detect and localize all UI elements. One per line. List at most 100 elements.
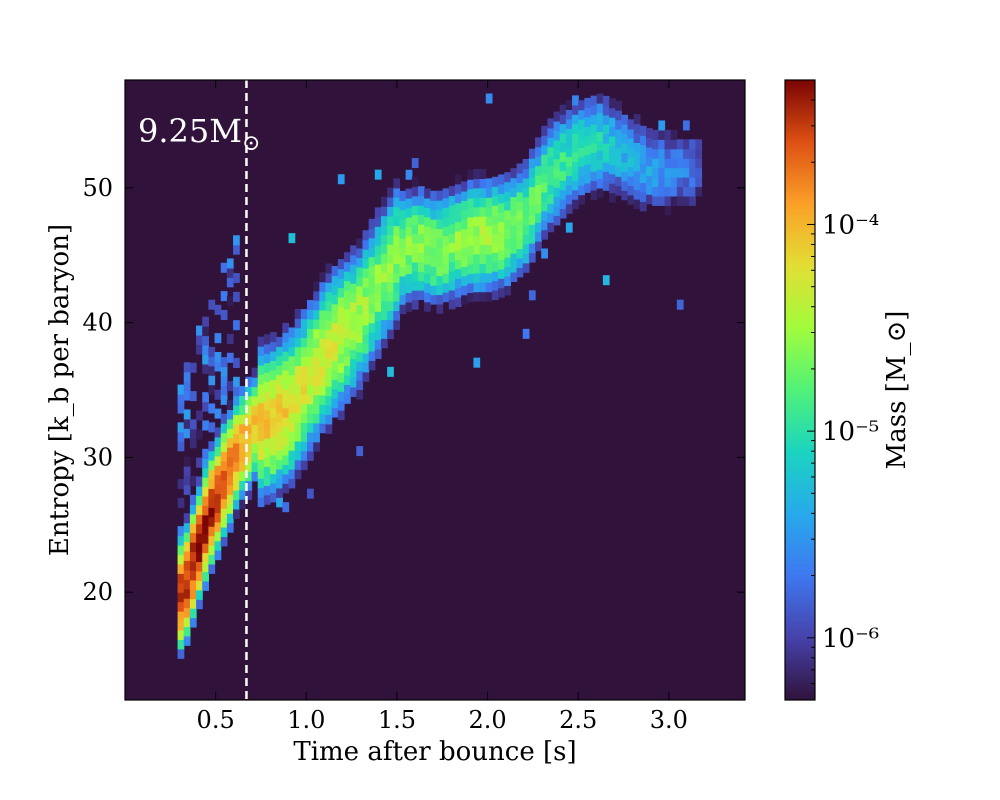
heatmap-cell [288, 459, 296, 470]
heatmap-cell [183, 598, 191, 609]
heatmap-cell [214, 361, 222, 372]
heatmap-cell [196, 514, 203, 525]
heatmap-cell [233, 414, 240, 425]
heatmap-cell [233, 291, 240, 302]
heatmap-cell [516, 210, 524, 221]
heatmap-cell [208, 563, 216, 574]
heatmap-cell [387, 187, 394, 198]
heatmap-cell [208, 554, 216, 565]
heatmap-cell [208, 497, 216, 508]
heatmap-cell [522, 328, 530, 339]
heatmap-cell [553, 120, 561, 131]
heatmap-cell [233, 376, 240, 387]
heatmap-cell [387, 225, 394, 236]
heatmap-cell [214, 512, 222, 523]
heatmap-cell [448, 299, 456, 310]
heatmap-cell [282, 473, 290, 484]
heatmap-cell [374, 245, 382, 256]
heatmap-cell [417, 261, 425, 272]
heatmap-cell [233, 471, 240, 482]
heatmap-cell [282, 426, 290, 437]
heatmap-cell [565, 203, 573, 214]
heatmap-cell [467, 254, 475, 265]
heatmap-cell [276, 384, 283, 395]
heatmap-cell [294, 450, 302, 461]
heatmap-cell [282, 454, 290, 465]
heatmap-cell [356, 257, 364, 268]
heatmap-cell [294, 356, 302, 367]
heatmap-cell [528, 177, 536, 188]
heatmap-cell [572, 142, 579, 153]
heatmap-cell [226, 418, 234, 429]
heatmap-cell [177, 431, 185, 442]
heatmap-cell [436, 228, 444, 239]
heatmap-cell [362, 268, 370, 279]
heatmap-cell [294, 318, 302, 329]
heatmap-cell [214, 540, 222, 551]
heatmap-cell [602, 171, 610, 182]
heatmap-cell [177, 497, 185, 508]
heatmap-cell [498, 202, 505, 213]
heatmap-cell [516, 220, 524, 231]
heatmap-cell [189, 579, 197, 590]
heatmap-cell [399, 238, 407, 249]
heatmap-cell [411, 233, 419, 244]
heatmap-cell [307, 337, 314, 348]
heatmap-cell [411, 271, 419, 282]
heatmap-cell [393, 272, 401, 283]
heatmap-cell [325, 310, 333, 321]
heatmap-cell [387, 206, 394, 217]
heatmap-cell [276, 336, 283, 347]
heatmap-cell [189, 428, 197, 439]
heatmap-cell [331, 350, 339, 361]
heatmap-cell [374, 348, 382, 359]
heatmap-cell [263, 456, 271, 468]
heatmap-cell [639, 182, 647, 193]
heatmap-cell [356, 313, 364, 325]
heatmap-cell [300, 318, 308, 329]
heatmap-cell [559, 161, 567, 172]
heatmap-cell [226, 399, 234, 410]
heatmap-cell [578, 194, 585, 205]
heatmap-cell [683, 186, 690, 197]
heatmap-cell [658, 120, 666, 131]
heatmap-cell [307, 328, 314, 339]
heatmap-cell [257, 402, 265, 413]
heatmap-cell [183, 390, 191, 401]
heatmap-cell [565, 156, 573, 167]
heatmap-cell [220, 536, 228, 547]
heatmap-cell [208, 488, 216, 499]
heatmap-cell [337, 296, 345, 307]
heatmap-cell [233, 433, 240, 444]
heatmap-cell [202, 514, 209, 525]
heatmap-cell [220, 413, 228, 424]
heatmap-cell [442, 263, 450, 274]
heatmap-cell [461, 219, 468, 230]
heatmap-cell [202, 467, 209, 478]
heatmap-cell [424, 301, 431, 312]
heatmap-cell [214, 408, 222, 419]
heatmap-cell [374, 169, 382, 180]
heatmap-cell [646, 165, 653, 176]
heatmap-cell [652, 167, 659, 178]
heatmap-cell [516, 267, 524, 278]
heatmap-cell [202, 561, 209, 573]
heatmap-cell [424, 197, 431, 208]
heatmap-cell [282, 407, 290, 418]
heatmap-cell [411, 176, 419, 187]
heatmap-cell [387, 263, 394, 274]
heatmap-cell [417, 186, 425, 197]
heatmap-cell [356, 389, 364, 400]
y-tick-label: 40 [82, 309, 113, 337]
heatmap-cell [233, 386, 240, 397]
heatmap-cell [578, 185, 585, 196]
heatmap-cell [257, 430, 265, 441]
heatmap-cell [362, 296, 370, 307]
heatmap-cell [343, 384, 351, 395]
heatmap-cell [239, 461, 246, 472]
heatmap-cell [664, 186, 672, 197]
heatmap-cell [535, 146, 542, 157]
heatmap-cell [417, 205, 425, 216]
heatmap-cell [177, 554, 185, 565]
heatmap-cell [424, 282, 431, 293]
